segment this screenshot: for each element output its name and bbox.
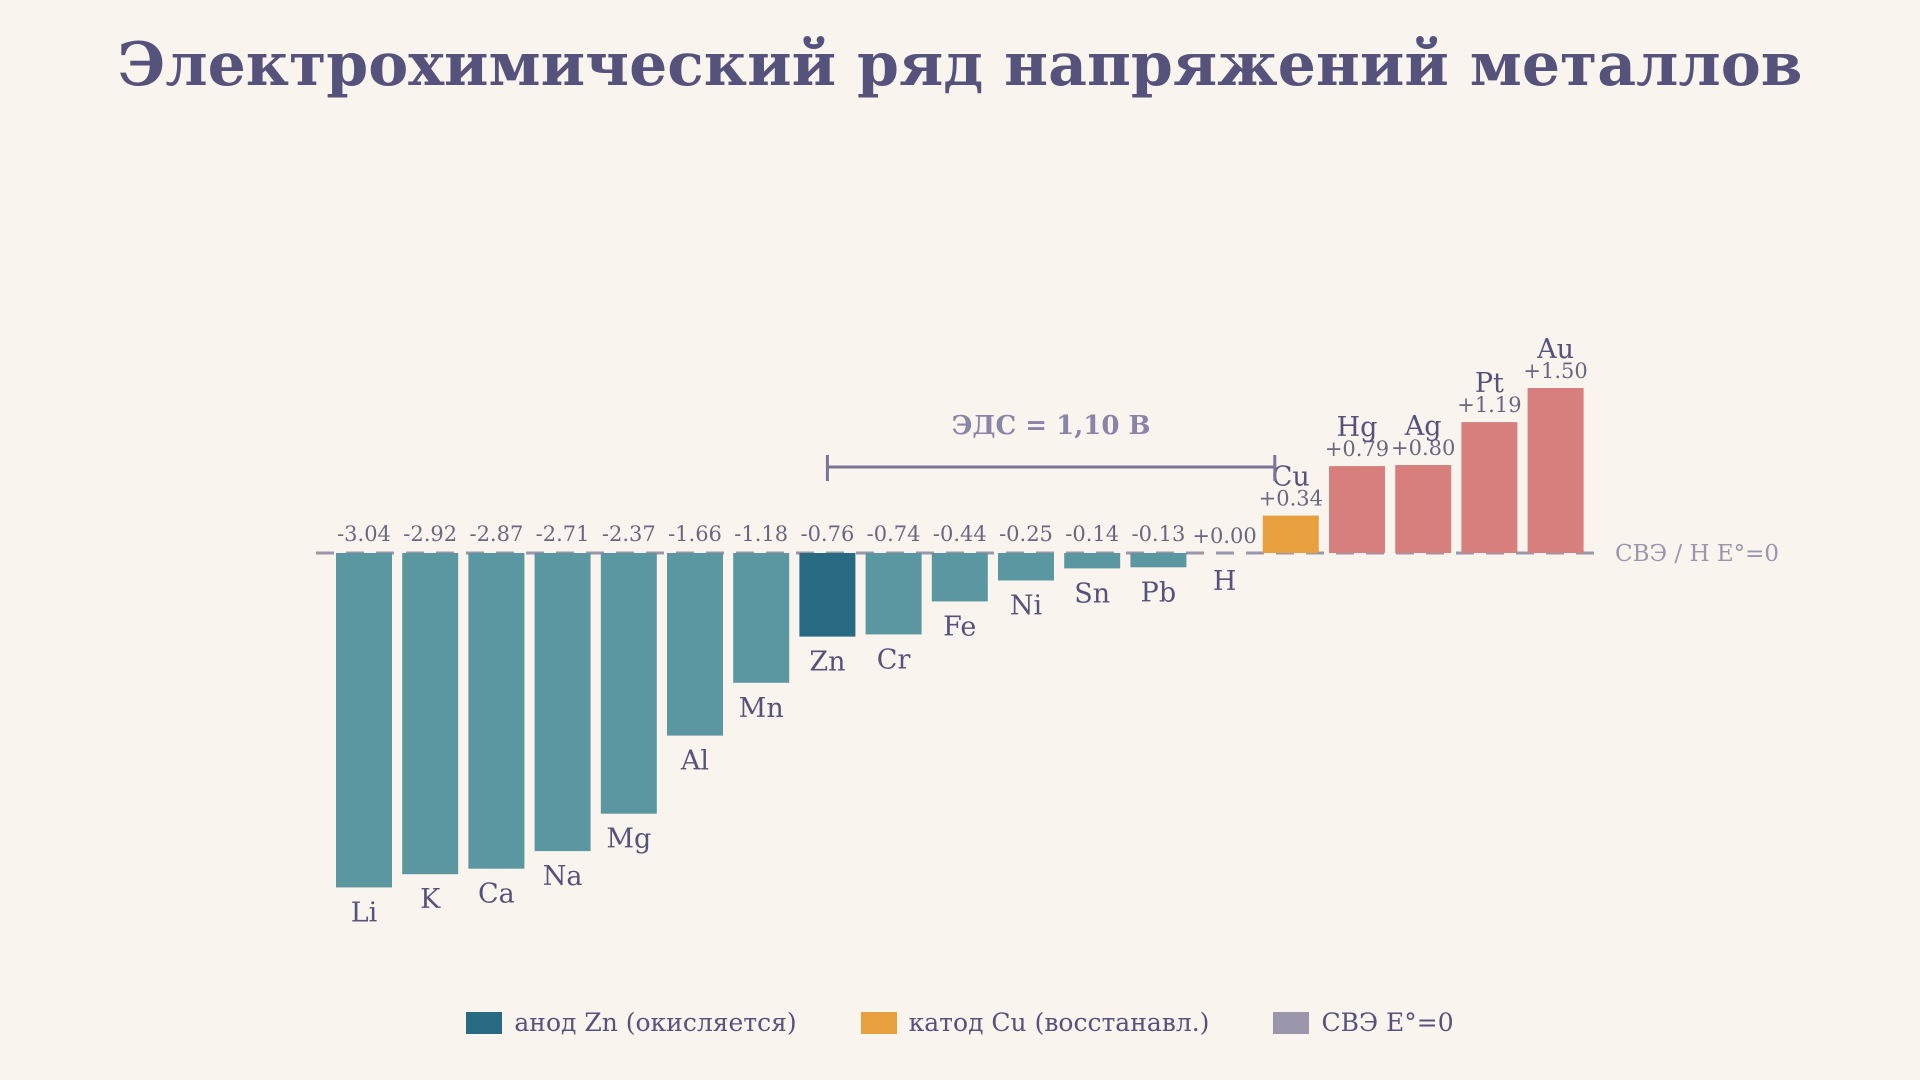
value-label-na: -2.71: [536, 522, 590, 546]
value-label-pb: -0.13: [1131, 522, 1185, 546]
category-label-cr: Cr: [877, 644, 911, 675]
value-label-hg: +0.79: [1325, 437, 1389, 461]
bar-hg: [1329, 466, 1385, 553]
value-label-cr: -0.74: [867, 522, 921, 546]
value-label-h: +0.00: [1192, 524, 1256, 548]
category-label-pt: Pt: [1475, 368, 1504, 399]
category-label-k: K: [420, 884, 441, 915]
bar-li: [336, 553, 392, 888]
legend-label-cathode: катод Cu (восстанавл.): [908, 1008, 1210, 1037]
emf-label: ЭДС = 1,10 В: [952, 411, 1151, 441]
category-label-ag: Ag: [1404, 411, 1442, 442]
category-label-zn: Zn: [809, 647, 845, 678]
category-label-cu: Cu: [1272, 462, 1310, 493]
legend-swatch-cathode: [860, 1011, 897, 1034]
value-label-ca: -2.87: [469, 522, 523, 546]
value-label-al: -1.66: [668, 522, 722, 546]
bar-ag: [1395, 465, 1452, 553]
bar-cr: [865, 553, 922, 635]
category-label-al: Al: [680, 746, 709, 777]
value-label-zn: -0.76: [800, 522, 854, 546]
category-label-mg: Mg: [606, 824, 651, 855]
value-label-sn: -0.14: [1065, 522, 1119, 546]
bar-sn: [1064, 553, 1121, 569]
reference-label: СВЭ / H E°=0: [1615, 541, 1779, 567]
category-label-na: Na: [543, 861, 583, 892]
bar-mg: [600, 553, 657, 814]
value-label-mg: -2.37: [602, 522, 656, 546]
category-label-sn: Sn: [1074, 578, 1110, 609]
value-label-k: -2.92: [403, 522, 457, 546]
bar-au: [1527, 388, 1584, 553]
value-label-au: +1.50: [1523, 359, 1587, 383]
category-label-h: H: [1213, 566, 1237, 597]
bar-mn: [733, 553, 790, 683]
legend-item-reference: СВЭ E°=0: [1273, 1008, 1454, 1037]
legend-item-anode: анод Zn (окисляется): [466, 1008, 797, 1037]
bar-pb: [1130, 553, 1187, 568]
category-label-ca: Ca: [478, 879, 515, 910]
value-label-li: -3.04: [337, 522, 391, 546]
bar-k: [402, 553, 459, 875]
legend-item-cathode: катод Cu (восстанавл.): [860, 1008, 1210, 1037]
value-label-mn: -1.18: [734, 522, 788, 546]
value-label-cu: +0.34: [1259, 487, 1323, 511]
value-label-fe: -0.44: [933, 522, 987, 546]
category-label-ni: Ni: [1010, 591, 1043, 622]
bar-cu: [1262, 515, 1319, 553]
category-label-mn: Mn: [739, 693, 784, 724]
value-label-pt: +1.19: [1457, 393, 1521, 417]
bar-ni: [998, 553, 1054, 581]
bar-fe: [931, 553, 988, 602]
value-label-ag: +0.80: [1391, 436, 1455, 460]
bar-ca: [468, 553, 525, 869]
bar-pt: [1461, 422, 1518, 553]
legend-label-reference: СВЭ E°=0: [1321, 1008, 1454, 1037]
bar-na: [534, 553, 591, 852]
category-label-li: Li: [351, 897, 378, 928]
category-label-pb: Pb: [1141, 577, 1176, 608]
bar-zn: [799, 553, 856, 637]
bar-al: [667, 553, 723, 736]
value-label-ni: -0.25: [999, 522, 1053, 546]
category-label-au: Au: [1536, 334, 1574, 365]
chart-title: Электрохимический ряд напряжений металло…: [117, 30, 1803, 100]
legend: анод Zn (окисляется) катод Cu (восстанав…: [0, 1008, 1920, 1037]
legend-swatch-reference: [1273, 1011, 1310, 1034]
category-label-fe: Fe: [943, 611, 976, 642]
legend-swatch-anode: [466, 1011, 503, 1034]
category-label-hg: Hg: [1337, 412, 1378, 443]
legend-label-anode: анод Zn (окисляется): [514, 1008, 797, 1037]
